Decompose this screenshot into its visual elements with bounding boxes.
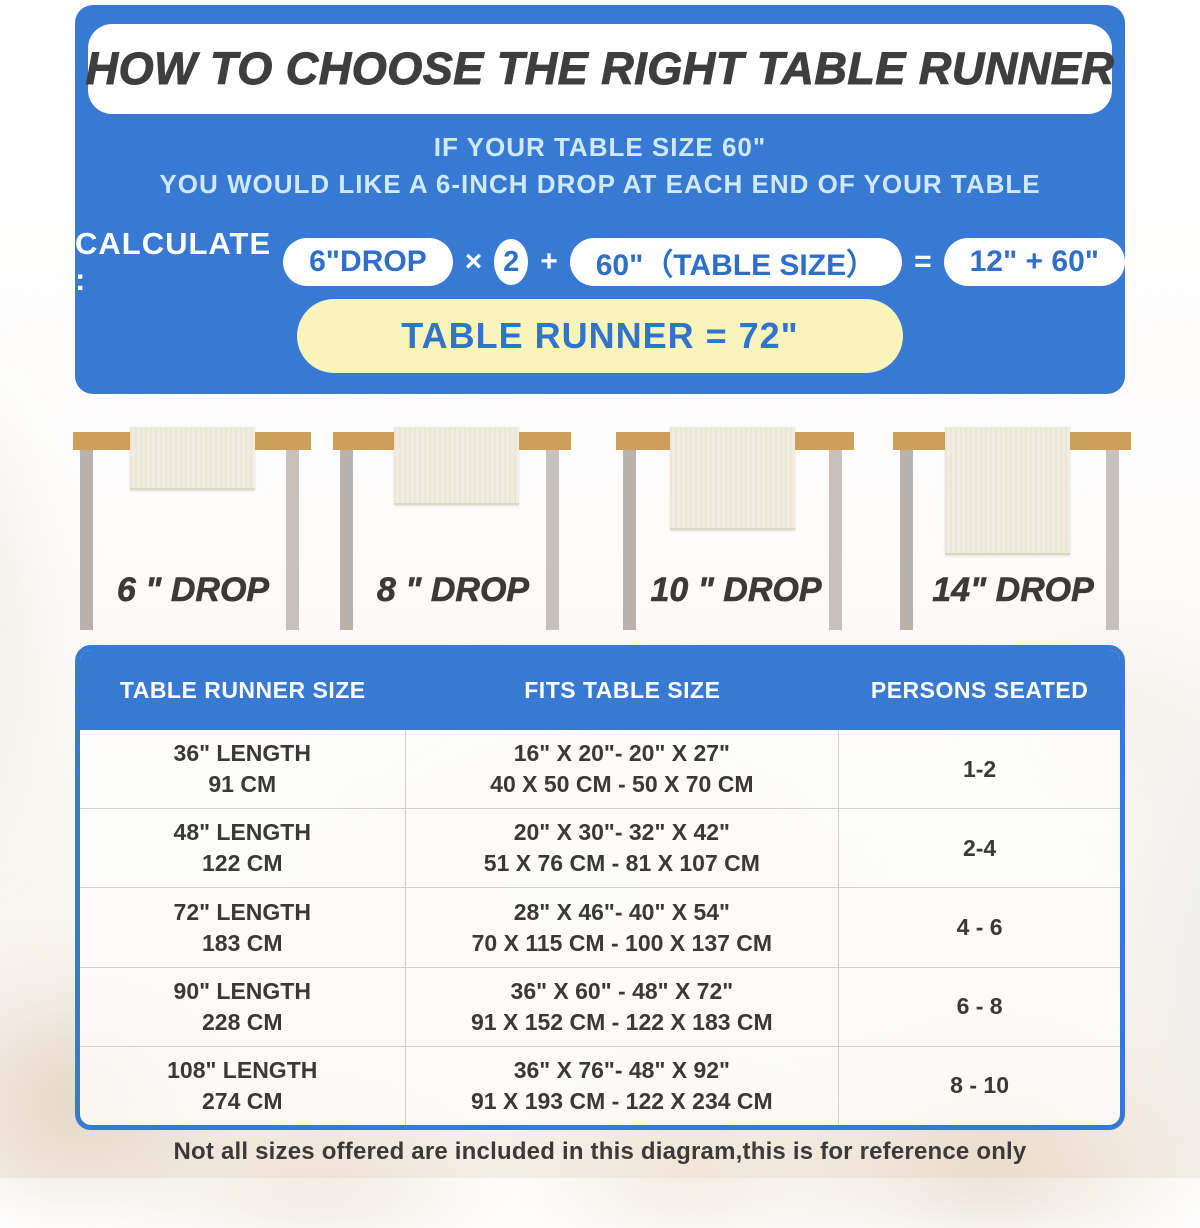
drop-examples: 6 " DROP 8 " DROP 10 " DROP 14" DROP — [0, 427, 1200, 639]
result-text: TABLE RUNNER = 72" — [401, 315, 799, 356]
cell-runner-size: 72" LENGTH 183 CM — [80, 888, 406, 967]
table-leg-right — [286, 450, 299, 630]
calculation-row: CALCULATE : 6"DROP × 2 + 60"（TABLE SIZE）… — [75, 226, 1125, 297]
table-row: 108" LENGTH 274 CM 36" X 76"- 48" X 92" … — [80, 1045, 1120, 1125]
table-leg-left — [900, 450, 913, 630]
table-size-pill: 60"（TABLE SIZE） — [569, 238, 903, 286]
cell-fits-size: 36" X 76"- 48" X 92" 91 X 193 CM - 122 X… — [406, 1046, 840, 1125]
drop-label: 14" DROP — [932, 571, 1094, 610]
header-cell-persons: PERSONS SEATED — [870, 676, 1089, 703]
table-illustration-8in: 8 " DROP — [333, 427, 573, 639]
table-runner — [394, 427, 519, 505]
multiplier-badge: 2 — [494, 239, 529, 285]
cell-runner-size: 90" LENGTH 228 CM — [80, 967, 406, 1046]
cell-persons: 1-2 — [962, 755, 997, 782]
table-leg-left — [80, 450, 93, 630]
subtitle-line-2: YOU WOULD LIKE A 6-INCH DROP AT EACH END… — [159, 169, 1041, 199]
header-cell-runner-size: TABLE RUNNER SIZE — [119, 676, 366, 703]
cell-runner-size: 48" LENGTH 122 CM — [80, 809, 406, 888]
cell-runner-size: 36" LENGTH 91 CM — [80, 730, 406, 809]
table-illustration-6in: 6 " DROP — [73, 427, 313, 639]
drop-label: 10 " DROP — [650, 571, 822, 610]
cell-persons: 6 - 8 — [956, 993, 1003, 1020]
plus-sign: + — [540, 245, 558, 278]
multiply-sign: × — [464, 245, 483, 278]
result-pill: TABLE RUNNER = 72" — [297, 299, 903, 373]
cell-fits-size: 28" X 46"- 40" X 54" 70 X 115 CM - 100 X… — [406, 888, 840, 967]
cell-fits-size: 16" X 20"- 20" X 27" 40 X 50 CM - 50 X 7… — [406, 730, 840, 809]
table-runner — [130, 427, 255, 490]
size-chart-body: 36" LENGTH 91 CM 16" X 20"- 20" X 27" 40… — [80, 730, 1120, 1125]
table-leg-right — [829, 450, 842, 630]
subtitle: IF YOUR TABLE SIZE 60" YOU WOULD LIKE A … — [75, 129, 1125, 203]
size-chart-header: TABLE RUNNER SIZE FITS TABLE SIZE PERSON… — [80, 650, 1120, 730]
calculate-label: CALCULATE : — [75, 226, 272, 297]
drop-label: 8 " DROP — [376, 571, 530, 610]
header-cell-fits-size: FITS TABLE SIZE — [524, 676, 721, 703]
cell-persons: 2-4 — [962, 834, 997, 861]
size-chart-panel: TABLE RUNNER SIZE FITS TABLE SIZE PERSON… — [75, 645, 1125, 1130]
table-row: 72" LENGTH 183 CM 28" X 46"- 40" X 54" 7… — [80, 887, 1120, 967]
cell-persons: 8 - 10 — [950, 1072, 1009, 1099]
table-runner — [945, 427, 1070, 555]
sum-pill: 12" + 60" — [943, 238, 1125, 286]
table-leg-left — [340, 450, 353, 630]
drop-pill: 6"DROP — [283, 238, 453, 286]
table-row: 48" LENGTH 122 CM 20" X 30"- 32" X 42" 5… — [80, 808, 1120, 888]
table-leg-left — [623, 450, 636, 630]
instruction-panel: HOW TO CHOOSE THE RIGHT TABLE RUNNER IF … — [75, 5, 1125, 394]
page-title: HOW TO CHOOSE THE RIGHT TABLE RUNNER — [85, 43, 1115, 95]
footer-note: Not all sizes offered are included in th… — [173, 1138, 1027, 1165]
infographic: HOW TO CHOOSE THE RIGHT TABLE RUNNER IF … — [0, 5, 1200, 1165]
subtitle-line-1: IF YOUR TABLE SIZE 60" — [433, 132, 767, 162]
table-row: 90" LENGTH 228 CM 36" X 60" - 48" X 72" … — [80, 966, 1120, 1046]
table-row: 36" LENGTH 91 CM 16" X 20"- 20" X 27" 40… — [80, 730, 1120, 809]
drop-label: 6 " DROP — [116, 571, 270, 610]
table-illustration-10in: 10 " DROP — [616, 427, 856, 639]
table-leg-right — [546, 450, 559, 630]
table-leg-right — [1106, 450, 1119, 630]
title-box: HOW TO CHOOSE THE RIGHT TABLE RUNNER — [85, 24, 1115, 114]
cell-fits-size: 36" X 60" - 48" X 72" 91 X 152 CM - 122 … — [406, 967, 840, 1046]
table-runner — [670, 427, 795, 530]
cell-runner-size: 108" LENGTH 274 CM — [80, 1046, 406, 1125]
cell-fits-size: 20" X 30"- 32" X 42" 51 X 76 CM - 81 X 1… — [406, 809, 840, 888]
cell-persons: 4 - 6 — [956, 914, 1003, 940]
equals-sign: = — [914, 245, 932, 278]
table-illustration-14in: 14" DROP — [893, 427, 1133, 639]
